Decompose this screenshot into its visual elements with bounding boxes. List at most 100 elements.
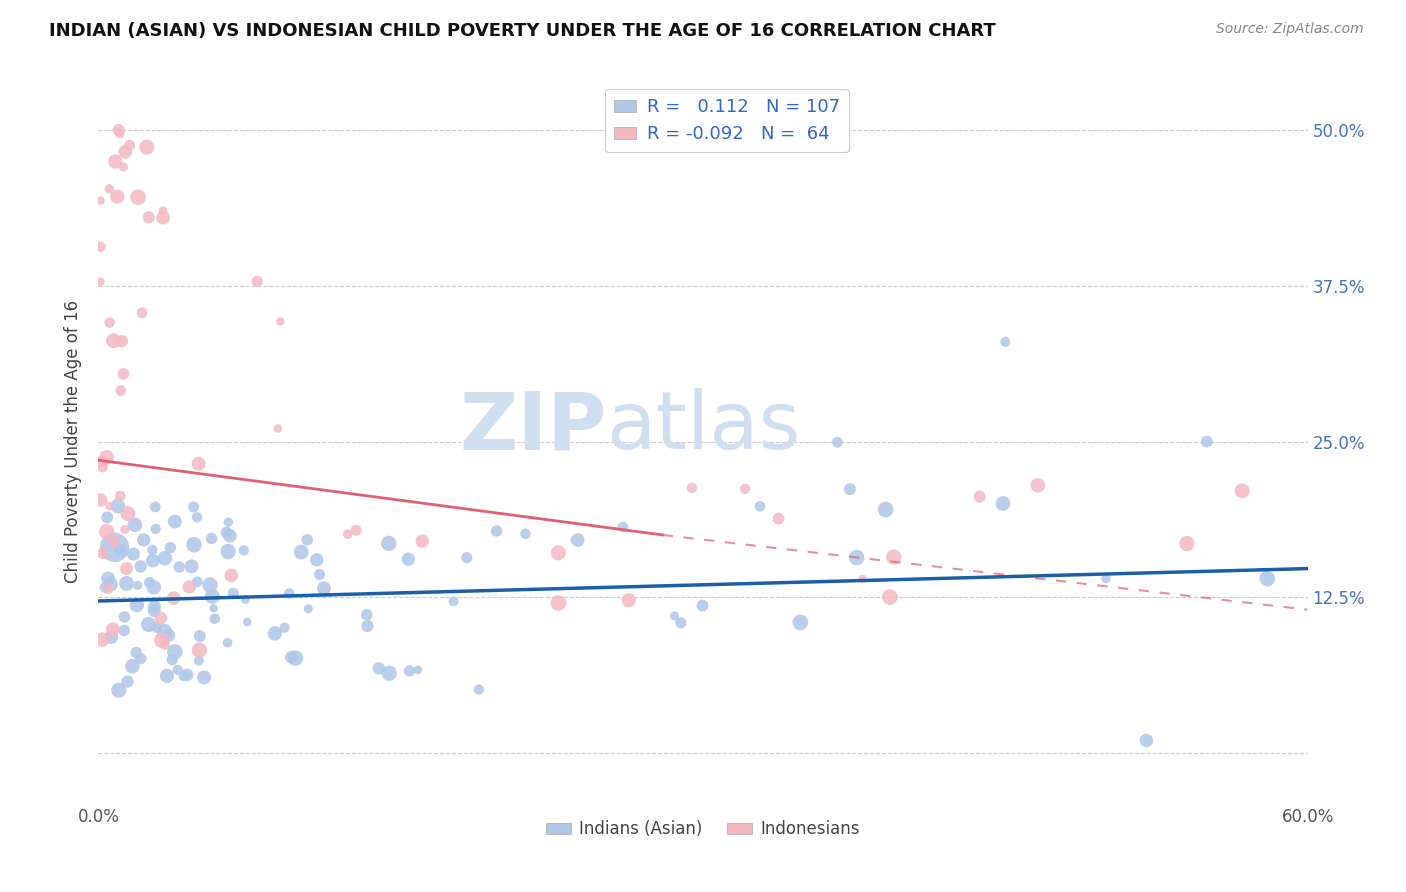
Point	[1256, 572, 1278, 586]
Point	[180, 559, 202, 574]
Point	[91, 455, 114, 469]
Point	[547, 596, 569, 610]
Point	[115, 576, 138, 591]
Point	[108, 543, 131, 558]
Point	[138, 617, 160, 632]
Point	[157, 628, 180, 642]
Point	[107, 683, 129, 698]
Point	[367, 661, 389, 675]
Point	[114, 523, 136, 537]
Point	[236, 615, 259, 629]
Point	[115, 561, 138, 575]
Point	[163, 645, 186, 659]
Point	[127, 190, 149, 204]
Point	[124, 517, 146, 532]
Point	[485, 524, 508, 538]
Point	[149, 611, 172, 625]
Point	[89, 275, 111, 289]
Point	[89, 240, 111, 254]
Point	[263, 626, 285, 640]
Point	[411, 534, 433, 549]
Point	[163, 591, 186, 606]
Point	[101, 622, 124, 636]
Point	[129, 651, 152, 665]
Point	[98, 316, 121, 330]
Point	[153, 638, 176, 652]
Point	[188, 643, 211, 657]
Point	[91, 460, 114, 475]
Point	[89, 492, 111, 507]
Point	[103, 334, 125, 348]
Point	[204, 612, 226, 626]
Point	[107, 123, 129, 137]
Point	[186, 574, 208, 589]
Point	[278, 586, 301, 600]
Point	[312, 582, 335, 596]
Point	[187, 654, 209, 668]
Point	[1135, 733, 1157, 747]
Point	[103, 534, 125, 549]
Point	[145, 522, 167, 536]
Point	[768, 511, 790, 525]
Point	[443, 594, 465, 608]
Text: atlas: atlas	[606, 388, 800, 467]
Point	[246, 274, 269, 288]
Point	[217, 515, 239, 529]
Point	[219, 529, 242, 543]
Point	[163, 515, 186, 529]
Point	[129, 559, 152, 574]
Point	[198, 578, 221, 592]
Point	[217, 544, 239, 558]
Point	[112, 624, 135, 638]
Point	[789, 615, 811, 630]
Point	[183, 538, 205, 552]
Point	[991, 496, 1014, 510]
Point	[235, 592, 257, 607]
Point	[91, 546, 114, 560]
Point	[114, 610, 136, 624]
Point	[669, 615, 692, 630]
Point	[879, 590, 901, 604]
Point	[111, 334, 134, 349]
Point	[456, 550, 478, 565]
Point	[152, 203, 174, 218]
Point	[91, 632, 114, 647]
Point	[406, 663, 429, 677]
Point	[152, 211, 174, 225]
Point	[612, 520, 634, 534]
Point	[183, 500, 205, 514]
Point	[143, 500, 166, 514]
Point	[547, 546, 569, 560]
Point	[132, 533, 155, 547]
Point	[112, 160, 135, 174]
Point	[1095, 572, 1118, 586]
Point	[839, 482, 862, 496]
Point	[681, 481, 703, 495]
Point	[1026, 478, 1049, 492]
Point	[89, 194, 111, 208]
Point	[98, 499, 121, 513]
Point	[468, 682, 491, 697]
Point	[305, 553, 328, 567]
Point	[143, 599, 166, 614]
Point	[308, 567, 330, 582]
Point	[135, 140, 157, 154]
Point	[969, 490, 991, 504]
Point	[159, 541, 181, 555]
Point	[749, 500, 772, 514]
Point	[156, 669, 179, 683]
Point	[131, 306, 153, 320]
Point	[845, 550, 868, 565]
Point	[150, 633, 173, 648]
Point	[232, 543, 254, 558]
Point	[138, 211, 160, 225]
Point	[664, 608, 686, 623]
Point	[221, 568, 243, 582]
Point	[515, 527, 537, 541]
Point	[269, 314, 291, 328]
Point	[356, 607, 378, 622]
Point	[141, 542, 163, 557]
Point	[97, 571, 120, 585]
Point	[162, 653, 184, 667]
Y-axis label: Child Poverty Under the Age of 16: Child Poverty Under the Age of 16	[65, 300, 83, 583]
